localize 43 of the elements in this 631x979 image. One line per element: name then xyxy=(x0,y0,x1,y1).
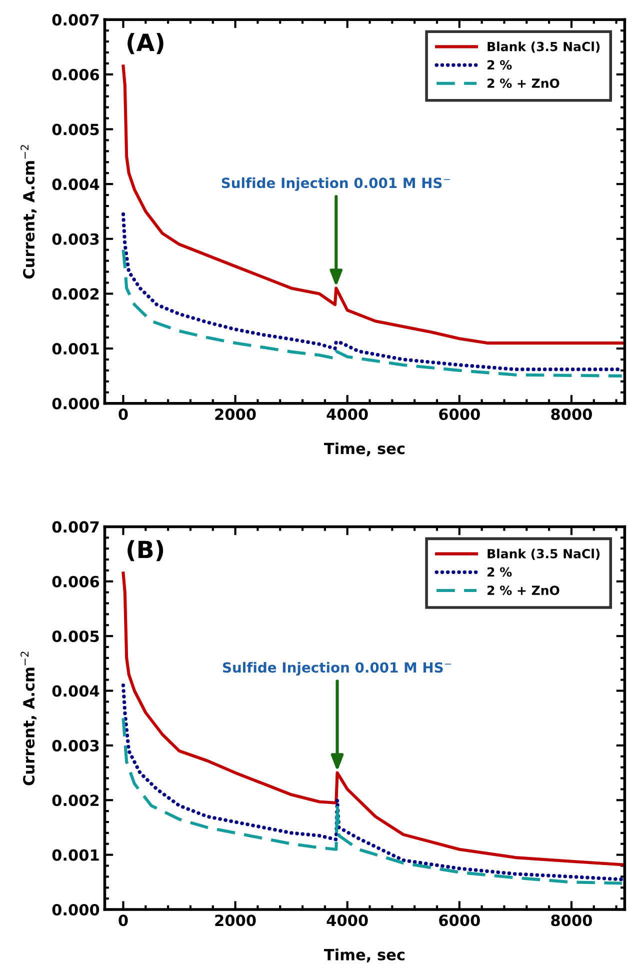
x-axis-title: Time, sec xyxy=(324,442,404,456)
x-tick-label: 0 xyxy=(118,408,128,420)
y-tick-label: 0.006 xyxy=(52,576,100,588)
y-tick-label: 0.000 xyxy=(52,904,100,916)
x-axis-title: Time, sec xyxy=(324,948,404,962)
x-tick-label: 2000 xyxy=(215,914,256,926)
y-tick-label: 0.000 xyxy=(52,398,100,410)
y-tick-label: 0.005 xyxy=(52,630,99,642)
x-tick-label: 4000 xyxy=(326,408,368,420)
line-series xyxy=(122,248,624,378)
y-tick-label: 0.003 xyxy=(52,740,99,752)
x-tick-label: 2000 xyxy=(215,408,256,420)
y-tick-label: 0.002 xyxy=(52,794,99,806)
legend-label: 2 % + ZnO xyxy=(488,78,560,88)
y-tick-label: 0.003 xyxy=(52,233,99,245)
x-tick-label: 6000 xyxy=(439,914,480,926)
legend-label: 2 % + ZnO xyxy=(488,586,560,596)
legend-label: 2 % xyxy=(488,60,512,70)
x-tick-label: 8000 xyxy=(551,914,592,926)
y-axis-title: Current, A.cm$^{−2}$ xyxy=(20,652,37,786)
legend-label: Blank (3.5 NaCl) xyxy=(488,548,600,560)
y-tick-label: 0.006 xyxy=(52,68,100,80)
line-series xyxy=(122,716,624,885)
annotation: (B) xyxy=(128,540,164,562)
x-tick-label: 6000 xyxy=(439,408,480,420)
x-tick-label: 4000 xyxy=(326,914,368,926)
y-tick-label: 0.002 xyxy=(52,288,99,300)
legend-label: 2 % xyxy=(488,567,512,577)
y-tick-label: 0.007 xyxy=(52,14,99,26)
x-tick-label: 0 xyxy=(118,914,128,926)
annotation: Sulfide Injection 0.001 M HS$^{−}$ xyxy=(222,662,452,676)
annotation: (A) xyxy=(128,33,164,54)
y-tick-label: 0.001 xyxy=(52,342,99,355)
y-tick-label: 0.004 xyxy=(52,685,100,697)
y-axis-title: Current, A.cm$^{−2}$ xyxy=(20,145,37,279)
x-tick-label: 8000 xyxy=(551,408,592,420)
y-tick-label: 0.007 xyxy=(52,521,99,533)
y-tick-label: 0.005 xyxy=(52,124,99,136)
legend-label: Blank (3.5 NaCl) xyxy=(488,42,600,53)
annotation: Sulfide Injection 0.001 M HS$^{−}$ xyxy=(222,177,450,191)
y-tick-label: 0.001 xyxy=(52,849,99,861)
y-tick-label: 0.004 xyxy=(52,178,100,190)
line-series xyxy=(121,683,624,882)
